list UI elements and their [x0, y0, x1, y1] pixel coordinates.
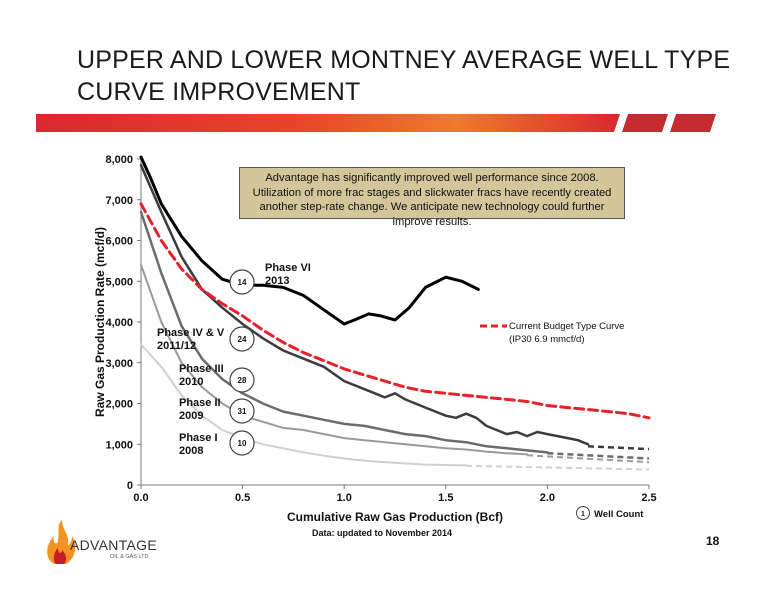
- series-forecast-1: [587, 445, 650, 451]
- legend-budget-label-ip: (IP30 6.9 mmcf/d): [509, 334, 585, 345]
- x-tick-label: 1.0: [337, 492, 352, 504]
- logo-subtitle: OIL & GAS LTD.: [110, 554, 151, 560]
- well-count-value: 14: [238, 278, 247, 287]
- well-count-value: 10: [238, 439, 247, 448]
- well-count-value: 24: [238, 335, 247, 344]
- y-tick-label: 4,000: [105, 317, 133, 329]
- phase-label: Phase VI: [265, 262, 311, 274]
- band-seg-2: [670, 114, 716, 132]
- y-tick-label: 8,000: [105, 154, 133, 166]
- series-line-1: [139, 163, 590, 446]
- phase-label: Phase II: [179, 397, 221, 409]
- y-tick-label: 0: [127, 480, 133, 492]
- y-tick-label: 2,000: [105, 399, 133, 411]
- series-forecast-2: [547, 451, 650, 460]
- phase-label: 2008: [179, 445, 203, 457]
- series-line-0: [139, 155, 480, 326]
- phase-label: Phase III: [179, 363, 224, 375]
- flame-inner-icon: [53, 548, 67, 564]
- legend-well-count-value: 1: [581, 511, 585, 518]
- logo-name: ADVANTAGE: [70, 537, 157, 553]
- callout-box: Advantage has significantly improved wel…: [239, 167, 625, 228]
- x-tick-label: 1.5: [438, 492, 453, 504]
- legend-budget-label: Current Budget Type Curve: [509, 321, 624, 332]
- series-line-4: [140, 343, 468, 467]
- phase-label: Phase IV & V: [157, 327, 225, 339]
- x-tick-label: 2.0: [540, 492, 555, 504]
- header-band: [36, 114, 716, 132]
- y-tick-label: 3,000: [105, 358, 133, 370]
- advantage-logo: [47, 520, 76, 564]
- band-seg-1: [622, 114, 668, 132]
- data-note: Data: updated to November 2014: [312, 528, 453, 538]
- legend-well-count-label: Well Count: [594, 509, 644, 520]
- y-tick-label: 1,000: [105, 439, 133, 451]
- series-forecast-4: [466, 464, 650, 471]
- series-line-5: [139, 202, 651, 420]
- phase-label: Phase I: [179, 432, 218, 444]
- well-count-marker: [229, 430, 255, 456]
- phase-label: 2010: [179, 376, 203, 388]
- x-tick-label: 0.0: [133, 492, 148, 504]
- phase-label: 2011/12: [157, 340, 196, 352]
- legend-well-count-marker: [576, 506, 590, 520]
- band-main: [36, 114, 620, 132]
- phase-label: 2013: [265, 275, 289, 287]
- well-count-value: 28: [238, 376, 247, 385]
- x-tick-label: 2.5: [641, 492, 656, 504]
- well-count-value: 31: [238, 407, 247, 416]
- x-tick-label: 0.5: [235, 492, 250, 504]
- series-line-2: [139, 210, 549, 454]
- page-number: 18: [706, 534, 720, 548]
- y-axis-title: Raw Gas Production Rate (mcf/d): [93, 227, 107, 417]
- x-axis-title: Cumulative Raw Gas Production (Bcf): [287, 510, 503, 524]
- well-count-marker: [229, 269, 255, 295]
- y-tick-label: 5,000: [105, 276, 133, 288]
- y-tick-label: 6,000: [105, 236, 133, 248]
- flame-icon: [47, 520, 76, 564]
- series-forecast-3: [527, 454, 650, 464]
- well-count-marker: [229, 367, 255, 393]
- phase-label: 2009: [179, 410, 203, 422]
- series-line-3: [140, 263, 529, 456]
- y-tick-label: 7,000: [105, 195, 133, 207]
- well-count-marker: [229, 326, 255, 352]
- well-count-marker: [229, 398, 255, 424]
- slide-title: UPPER AND LOWER MONTNEY AVERAGE WELL TYP…: [77, 46, 731, 106]
